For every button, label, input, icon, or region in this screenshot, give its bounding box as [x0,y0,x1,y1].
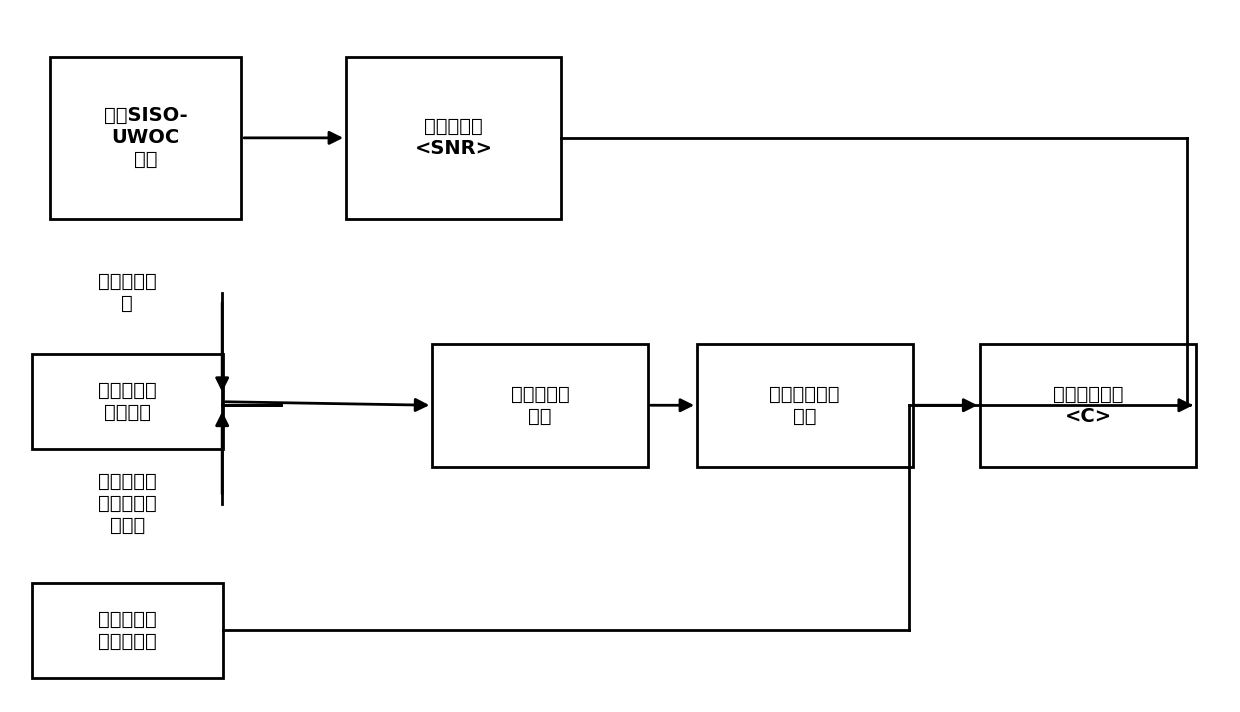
Text: 高斯谢尔模
型: 高斯谢尔模 型 [98,272,156,313]
Text: 平均信噪比
<SNR>: 平均信噪比 <SNR> [414,117,492,158]
Text: 闪烁指数径
向轴向分量
表达式: 闪烁指数径 向轴向分量 表达式 [98,472,156,535]
Text: 结构常数水
下表达式: 结构常数水 下表达式 [98,381,156,422]
Bar [51,57,242,219]
Bar [32,355,223,449]
Bar [32,583,223,678]
Text: 建立SISO-
UWOC
模型: 建立SISO- UWOC 模型 [104,106,187,169]
Bar [346,57,562,219]
Text: 平均信道容量
<C>: 平均信道容量 <C> [1053,384,1123,426]
Bar [697,344,913,467]
Text: 建立联合信道
模型: 建立联合信道 模型 [770,384,839,426]
Text: 闪烁指数表
达式: 闪烁指数表 达式 [511,384,569,426]
Text: 最大化收发
端交互信息: 最大化收发 端交互信息 [98,610,156,651]
Bar [433,344,647,467]
Bar [981,344,1195,467]
